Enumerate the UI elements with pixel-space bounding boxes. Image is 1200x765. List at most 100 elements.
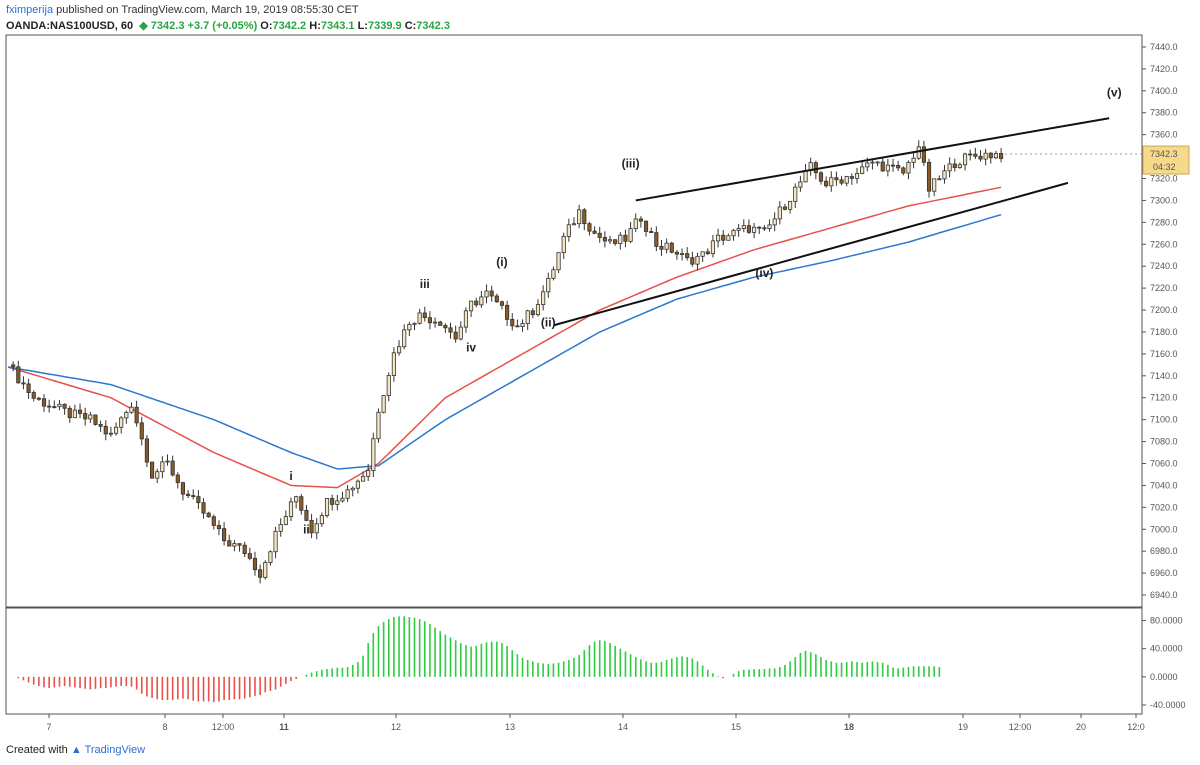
candle-body <box>607 239 613 242</box>
candle-body <box>108 432 113 435</box>
time-axis[interactable]: 7 8 12:00 11 12 13 14 15 18 19 12:00 20 12:0 <box>46 714 1145 732</box>
candle-body <box>890 164 896 167</box>
candle-body <box>350 487 355 491</box>
candle-body <box>227 540 232 547</box>
candle-body <box>160 461 165 473</box>
candle-body <box>968 153 973 156</box>
candle-body <box>798 181 803 188</box>
wave-label: (v) <box>1107 85 1122 99</box>
trendlines[interactable] <box>553 117 1110 327</box>
publish-text: published on TradingView.com, March 19, … <box>56 4 359 16</box>
candle-body <box>402 329 407 348</box>
open-value: 7342.2 <box>272 20 307 32</box>
price-tick-label: 7160.0 <box>1150 349 1178 359</box>
candle-body <box>947 163 952 172</box>
high-value: 7343.1 <box>320 20 355 32</box>
candle-body <box>757 226 762 229</box>
candle-body <box>62 403 67 409</box>
candle-body <box>206 512 211 518</box>
candle-countdown: 04:32 <box>1153 162 1176 172</box>
candle-body <box>124 411 129 419</box>
candle-body <box>818 172 824 182</box>
price-tick-label: 7320.0 <box>1150 174 1178 184</box>
candle-body <box>427 317 432 324</box>
time-tick-label: 15 <box>731 722 741 732</box>
ema-fast-line <box>7 186 1002 489</box>
candle-body <box>520 323 525 327</box>
candle-body <box>736 228 741 231</box>
candle-body <box>47 405 52 408</box>
candle-body <box>155 471 160 479</box>
price-tick-label: 7380.0 <box>1150 108 1178 118</box>
candle-body <box>731 229 736 237</box>
candle-body <box>180 482 186 495</box>
candle-body <box>880 161 885 172</box>
candle-body <box>268 551 273 563</box>
last-price-tag <box>1142 145 1190 175</box>
candle-body <box>294 496 299 503</box>
candle-body <box>36 397 41 400</box>
candle-body <box>355 480 360 489</box>
candle-body <box>247 553 252 559</box>
candle-body <box>726 235 731 241</box>
candle-body <box>870 161 875 164</box>
candle-body <box>57 403 62 408</box>
wave-label: iv <box>466 341 476 355</box>
candle-body <box>458 326 463 340</box>
candle-body <box>829 177 834 187</box>
footer: Created with ▲ TradingView <box>6 744 145 756</box>
wave-label: ii <box>303 523 310 537</box>
candle-body <box>386 375 391 396</box>
time-tick-label: 12:0 <box>1127 722 1145 732</box>
candle-body <box>232 543 237 547</box>
candle-body <box>489 290 494 297</box>
candle-body <box>664 242 669 250</box>
price-tick-label: 7300.0 <box>1150 195 1178 205</box>
price-tick-label: 7280.0 <box>1150 217 1178 227</box>
time-tick-label: 12:00 <box>1009 722 1032 732</box>
candle-body <box>860 166 865 174</box>
candle-body <box>767 224 772 230</box>
candle-body <box>304 509 309 521</box>
candle-body <box>546 277 551 293</box>
tradingview-link[interactable]: TradingView <box>84 744 146 756</box>
up-triangle-icon: ◆ <box>136 20 148 32</box>
price-pane-frame <box>5 34 1143 608</box>
last-price: 7342.3 <box>150 20 185 32</box>
candle-body <box>201 502 206 514</box>
candle-body <box>618 234 623 244</box>
price-tick-label: 7140.0 <box>1150 371 1178 381</box>
candle-body <box>566 224 571 237</box>
candle-body <box>438 321 443 326</box>
candle-body <box>993 153 998 159</box>
candle-body <box>422 312 427 319</box>
price-tick-label: 7120.0 <box>1150 393 1178 403</box>
candle-body <box>113 426 119 434</box>
candle-body <box>613 239 618 244</box>
candle-body <box>499 301 505 306</box>
candle-body <box>983 152 988 160</box>
oscillator-histogram <box>17 616 941 703</box>
candles[interactable] <box>11 140 1004 584</box>
close-value: 7342.3 <box>416 20 450 32</box>
candle-body <box>926 161 932 192</box>
price-axis[interactable]: 7440.07420.07400.07380.07360.07340.07320… <box>1142 42 1178 600</box>
candle-body <box>849 176 854 179</box>
candle-body <box>448 327 453 333</box>
osc-tick-label: -40.0000 <box>1150 700 1186 710</box>
low-label: L: <box>357 20 368 32</box>
candle-body <box>721 234 726 241</box>
candle-body <box>906 162 911 174</box>
time-tick-label: 20 <box>1076 722 1086 732</box>
candle-body <box>417 312 422 324</box>
candle-body <box>674 251 679 255</box>
author-link[interactable]: fximperija <box>6 4 54 16</box>
time-tick-label: 19 <box>958 722 968 732</box>
candle-body <box>222 528 227 542</box>
candle-body <box>587 223 592 232</box>
candle-body <box>973 153 978 157</box>
candle-body <box>649 231 654 233</box>
candle-body <box>88 414 93 420</box>
